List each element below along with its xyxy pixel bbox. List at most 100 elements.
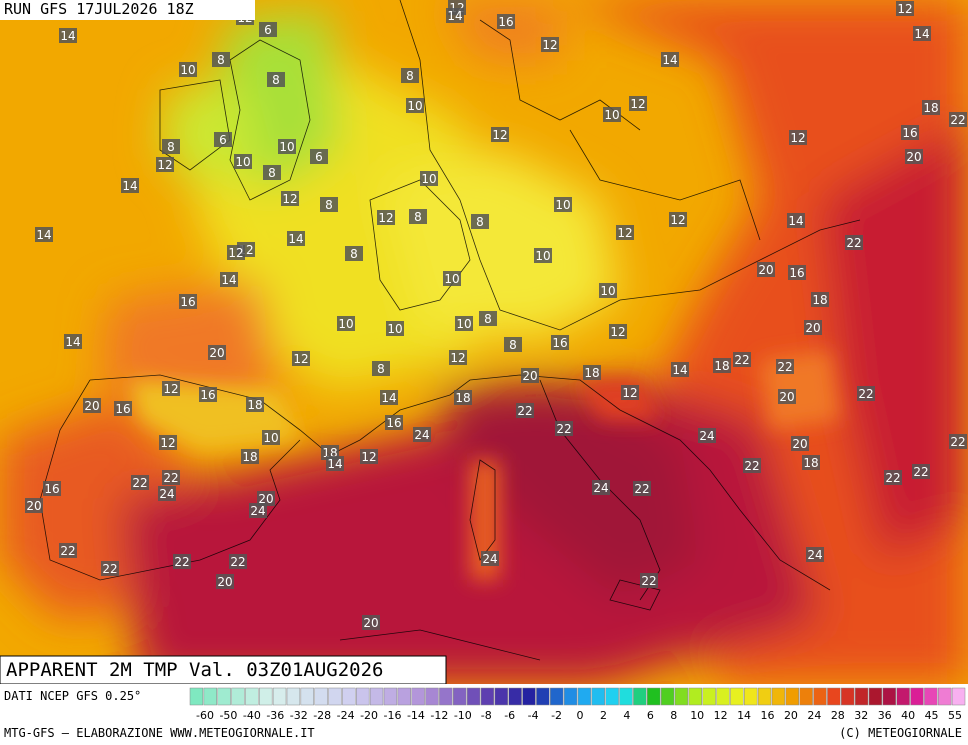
map-label: 14	[446, 8, 464, 23]
color-box	[439, 687, 453, 706]
map-label: 18	[246, 397, 264, 412]
scale-label: -16	[384, 709, 402, 722]
map-label-bg	[609, 324, 627, 339]
map-label-bg	[471, 214, 489, 229]
color-box	[813, 687, 827, 706]
map-label-bg	[757, 262, 775, 277]
map-label: 8	[320, 197, 338, 212]
scale-label: 4	[623, 709, 630, 722]
color-box	[730, 687, 744, 706]
map-label: 20	[257, 491, 275, 506]
color-box	[425, 687, 439, 706]
map-label-bg	[497, 14, 515, 29]
map-label-bg	[162, 470, 180, 485]
map-label-text: 12	[160, 436, 175, 450]
map-label: 10	[278, 139, 296, 154]
map-label-bg	[491, 127, 509, 142]
map-label-bg	[59, 543, 77, 558]
map-label-bg	[229, 554, 247, 569]
map-label-text: 24	[593, 481, 608, 495]
map-label-text: 16	[180, 295, 195, 309]
map-label: 20	[521, 368, 539, 383]
map-label-text: 10	[338, 317, 353, 331]
map-label-text: 8	[476, 215, 484, 229]
map-label-text: 20	[84, 399, 99, 413]
map-label-text: 20	[26, 499, 41, 513]
map-label-bg	[949, 434, 967, 449]
map-label-bg	[455, 316, 473, 331]
map-label-bg	[377, 210, 395, 225]
scale-label: 45	[925, 709, 939, 722]
map-label-text: 10	[235, 155, 250, 169]
map-label-bg	[360, 449, 378, 464]
map-label-text: 12	[361, 450, 376, 464]
map-label-text: 12	[610, 325, 625, 339]
map-label-text: 12	[492, 128, 507, 142]
map-label-bg	[949, 112, 967, 127]
map-label-bg	[787, 213, 805, 228]
map-label: 22	[640, 573, 658, 588]
color-box	[217, 687, 231, 706]
scale-label: -12	[430, 709, 448, 722]
map-label: 16	[179, 294, 197, 309]
map-label: 8	[267, 72, 285, 87]
map-label-text: 22	[950, 113, 965, 127]
map-label: 24	[413, 427, 431, 442]
map-label-text: 12	[378, 211, 393, 225]
color-box	[591, 687, 605, 706]
map-label-text: 12	[622, 386, 637, 400]
map-label-bg	[449, 350, 467, 365]
map-label-bg	[114, 401, 132, 416]
color-box	[896, 687, 910, 706]
map-label: 22	[173, 554, 191, 569]
scale-label: 36	[878, 709, 892, 722]
map-label: 12	[609, 324, 627, 339]
map-label-bg	[743, 458, 761, 473]
map-label-text: 14	[662, 53, 677, 67]
map-label-bg	[385, 415, 403, 430]
color-box	[259, 687, 273, 706]
map-label: 16	[901, 125, 919, 140]
color-box	[938, 687, 952, 706]
map-label-text: 8	[272, 73, 280, 87]
color-box	[383, 687, 398, 706]
map-label: 12	[292, 351, 310, 366]
map-label: 6	[214, 132, 232, 147]
map-label: 22	[949, 434, 967, 449]
color-box	[757, 687, 772, 706]
map-label-text: 10	[180, 63, 195, 77]
map-label-text: 22	[102, 562, 117, 576]
map-label-bg	[905, 149, 923, 164]
map-label: 12	[360, 449, 378, 464]
scale-label: -2	[551, 709, 562, 722]
map-label: 10	[234, 154, 252, 169]
map-label-bg	[778, 389, 796, 404]
color-box	[356, 687, 370, 706]
map-label-text: 12	[293, 352, 308, 366]
map-label-bg	[633, 481, 651, 496]
map-label-bg	[599, 283, 617, 298]
map-label: 18	[713, 358, 731, 373]
map-label: 16	[385, 415, 403, 430]
map-label: 8	[212, 52, 230, 67]
map-label-bg	[162, 139, 180, 154]
map-label-bg	[121, 178, 139, 193]
color-box	[868, 687, 883, 706]
map-label-bg	[216, 574, 234, 589]
map-label: 20	[362, 615, 380, 630]
map-label: 20	[25, 498, 43, 513]
map-label-bg	[179, 294, 197, 309]
map-label-bg	[554, 197, 572, 212]
map-label-text: 10	[279, 140, 294, 154]
map-label: 12	[156, 157, 174, 172]
map-label: 8	[162, 139, 180, 154]
map-label-text: 12	[617, 226, 632, 240]
map-label: 10	[179, 62, 197, 77]
map-label: 12	[896, 1, 914, 16]
map-label: 14	[121, 178, 139, 193]
map-label-text: 14	[381, 391, 396, 405]
map-label-bg	[310, 149, 328, 164]
map-label: 24	[158, 486, 176, 501]
color-box	[633, 687, 647, 706]
map-label-text: 10	[600, 284, 615, 298]
